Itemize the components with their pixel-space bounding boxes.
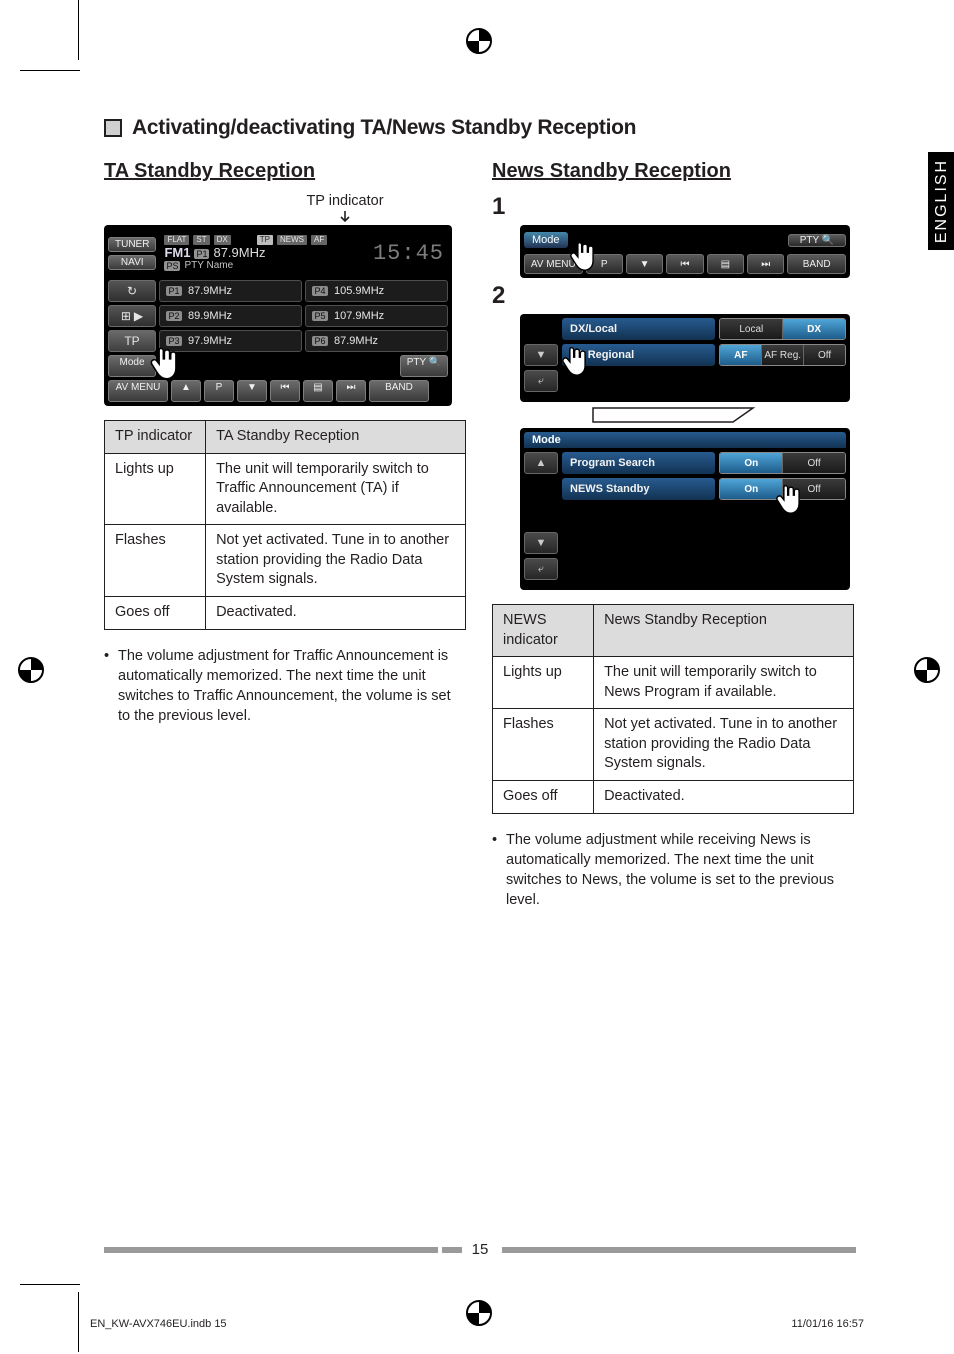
prev-icon[interactable]: ⏮ (270, 380, 300, 402)
next-icon[interactable]: ⏭ (747, 254, 784, 274)
table-row: Lights up The unit will temporarily swit… (493, 657, 854, 709)
tuner-button[interactable]: TUNER (108, 237, 156, 252)
next-icon[interactable]: ⏭ (336, 380, 366, 402)
hand-cursor-icon (772, 480, 810, 518)
ta-heading: TA Standby Reception (104, 160, 466, 183)
page-number-bar: 15 (104, 1241, 856, 1258)
ta-note: The volume adjustment for Traffic Announ… (104, 646, 466, 727)
footer-left: EN_KW-AVX746EU.indb 15 (90, 1318, 227, 1330)
scroll-hint-icon (492, 406, 854, 424)
frequency-label: 87.9MHz (213, 245, 265, 260)
registration-mark (18, 657, 44, 683)
clock-label: 15:45 (373, 241, 448, 266)
step-1-label: 1 (492, 193, 854, 221)
hand-cursor-icon (566, 237, 604, 275)
table-header: TP indicator (105, 421, 206, 454)
p-button[interactable]: P (204, 380, 234, 402)
preset-button[interactable]: P397.9MHz (159, 330, 302, 352)
page-number: 15 (462, 1241, 499, 1258)
grid-icon[interactable]: ⊞▶ (108, 305, 156, 327)
preset-button[interactable]: P4105.9MHz (305, 280, 448, 302)
refresh-icon[interactable]: ↻ (108, 280, 156, 302)
news-standby-item[interactable]: NEWS Standby (562, 478, 715, 500)
band-button[interactable]: BAND (787, 254, 846, 274)
step2-screen-b: Mode ▲ Program Search On Off NEWS Standb… (520, 428, 850, 590)
ps-chip: PS (164, 261, 180, 271)
registration-mark (466, 28, 492, 54)
tp-tag: TP (257, 235, 273, 245)
tp-button[interactable]: TP (108, 330, 156, 352)
hand-cursor-icon (558, 342, 596, 380)
table-header: News Standby Reception (594, 605, 854, 657)
section-title: Activating/deactivating TA/News Standby … (132, 116, 636, 140)
footer-right: 11/01/16 16:57 (791, 1318, 864, 1330)
program-search-segments[interactable]: On Off (719, 452, 846, 474)
list-icon[interactable]: ▤ (303, 380, 333, 402)
dx-tag: DX (214, 235, 231, 245)
preset-button[interactable]: P687.9MHz (305, 330, 448, 352)
preset-button[interactable]: P5107.9MHz (305, 305, 448, 327)
preset-button[interactable]: P187.9MHz (159, 280, 302, 302)
section-bullet-icon (104, 119, 122, 137)
table-row: Goes off Deactivated. (105, 596, 466, 629)
mode-button[interactable]: Mode (524, 232, 568, 248)
back-icon[interactable]: ⤶ (524, 370, 558, 392)
pty-search-button[interactable]: PTY 🔍 (400, 355, 448, 377)
ta-table: TP indicator TA Standby Reception Lights… (104, 420, 466, 630)
table-row: Goes off Deactivated. (493, 780, 854, 813)
flat-tag: FLAT (164, 235, 189, 245)
news-note: The volume adjustment while receiving Ne… (492, 830, 854, 911)
table-row: Flashes Not yet activated. Tune in to an… (493, 709, 854, 781)
prev-icon[interactable]: ⏮ (666, 254, 703, 274)
band-label: FM1 (164, 245, 190, 260)
step-2-label: 2 (492, 282, 854, 310)
language-tab-label: ENGLISH (933, 159, 951, 243)
af-regional-segments[interactable]: AF AF Reg. Off (719, 344, 846, 366)
radio-screen: TUNER NAVI FLAT ST DX TP NEWS AF (104, 225, 452, 406)
news-tag: NEWS (277, 235, 307, 245)
down-icon[interactable]: ▼ (237, 380, 267, 402)
tp-indicator-caption: TP indicator (224, 193, 466, 209)
back-icon[interactable]: ⤶ (524, 558, 558, 580)
program-search-item[interactable]: Program Search (562, 452, 715, 474)
pty-search-button[interactable]: PTY 🔍 (788, 234, 846, 247)
af-tag: AF (311, 235, 327, 245)
st-tag: ST (193, 235, 209, 245)
down-arrow-icon[interactable]: ▼ (524, 344, 558, 366)
step1-screen: Mode PTY 🔍 AV MENU P ▼ ⏮ ▤ ⏭ BAND (520, 225, 850, 278)
band-button[interactable]: BAND (369, 380, 429, 402)
avmenu-button[interactable]: AV MENU (108, 380, 168, 402)
navi-button[interactable]: NAVI (108, 255, 156, 270)
dx-local-item[interactable]: DX/Local (562, 318, 715, 340)
preset-chip: P1 (194, 249, 209, 259)
up-arrow-icon[interactable]: ▲ (524, 452, 558, 474)
table-header: NEWS indicator (493, 605, 594, 657)
crop-mark (78, 0, 79, 60)
crop-mark (78, 1292, 79, 1352)
crop-mark (20, 1284, 80, 1285)
tp-indicator-arrow-icon (224, 211, 466, 225)
list-icon[interactable]: ▤ (707, 254, 744, 274)
down-icon[interactable]: ▼ (626, 254, 663, 274)
preset-button[interactable]: P289.9MHz (159, 305, 302, 327)
table-row: Flashes Not yet activated. Tune in to an… (105, 525, 466, 597)
mode-button[interactable]: Mode (108, 355, 156, 377)
down-arrow-icon[interactable]: ▼ (524, 532, 558, 554)
step2-screen-a: DX/Local Local DX ▼ AF Regional AF AF Re… (520, 314, 850, 402)
language-tab: ENGLISH (928, 152, 954, 250)
table-header: TA Standby Reception (206, 421, 466, 454)
up-icon[interactable]: ▲ (171, 380, 201, 402)
mode-header-label: Mode (524, 432, 846, 448)
registration-mark (914, 657, 940, 683)
pty-name-label: PTY Name (184, 260, 233, 271)
news-table: NEWS indicator News Standby Reception Li… (492, 604, 854, 814)
table-row: Lights up The unit will temporarily swit… (105, 453, 466, 525)
news-heading: News Standby Reception (492, 160, 854, 183)
dx-local-segments[interactable]: Local DX (719, 318, 846, 340)
crop-mark (20, 70, 80, 71)
